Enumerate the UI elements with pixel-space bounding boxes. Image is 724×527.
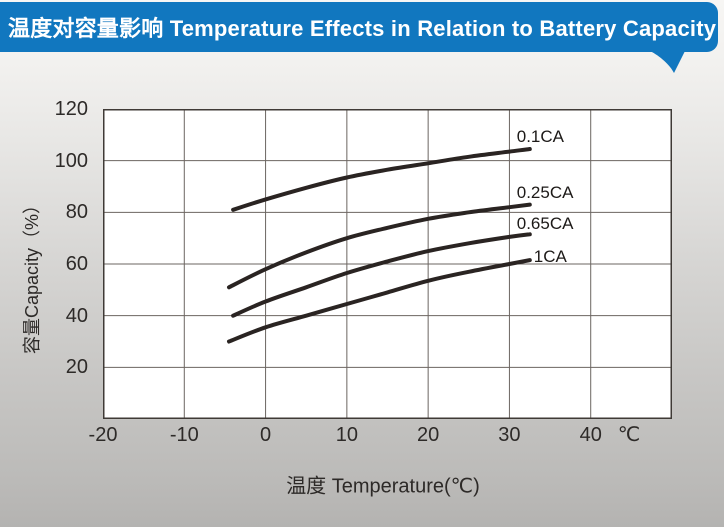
series-label-0.25CA: 0.25CA <box>516 182 574 202</box>
x-tick-label: 0 <box>260 424 272 446</box>
page-title: 温度对容量影响 Temperature Effects in Relation … <box>8 16 717 41</box>
y-tick-label: 60 <box>65 253 88 275</box>
x-tick-label: -20 <box>88 424 118 446</box>
series-label-1CA: 1CA <box>533 247 567 267</box>
series-label-0.1CA: 0.1CA <box>516 127 564 147</box>
banner-tail-icon <box>650 51 685 73</box>
y-tick-label: 20 <box>65 356 88 379</box>
y-tick-label: 100 <box>54 149 88 172</box>
x-tick-label: 20 <box>417 424 440 446</box>
y-tick-label: 40 <box>65 304 88 327</box>
curve-0.65CA <box>231 232 532 318</box>
y-tick-label: 120 <box>54 98 88 120</box>
y-axis-title: 容量Capacity（%） <box>22 195 42 355</box>
x-axis-title: 温度 Temperature(℃) <box>286 475 480 498</box>
curve-0.1CA <box>231 147 532 212</box>
title-banner: 温度对容量影响 Temperature Effects in Relation … <box>0 2 718 52</box>
y-tick-label: 80 <box>65 201 88 224</box>
plot-area <box>103 109 672 419</box>
series-label-0.65CA: 0.65CA <box>516 214 574 234</box>
curve-0.25CA <box>227 202 532 290</box>
x-axis-unit-label: ℃ <box>617 424 641 446</box>
curve-1CA <box>227 258 532 344</box>
plot-border <box>103 109 672 419</box>
x-tick-label: 10 <box>335 424 358 446</box>
x-tick-label: -10 <box>169 424 199 446</box>
x-tick-label: 40 <box>579 424 602 446</box>
x-tick-label: 30 <box>498 424 521 446</box>
